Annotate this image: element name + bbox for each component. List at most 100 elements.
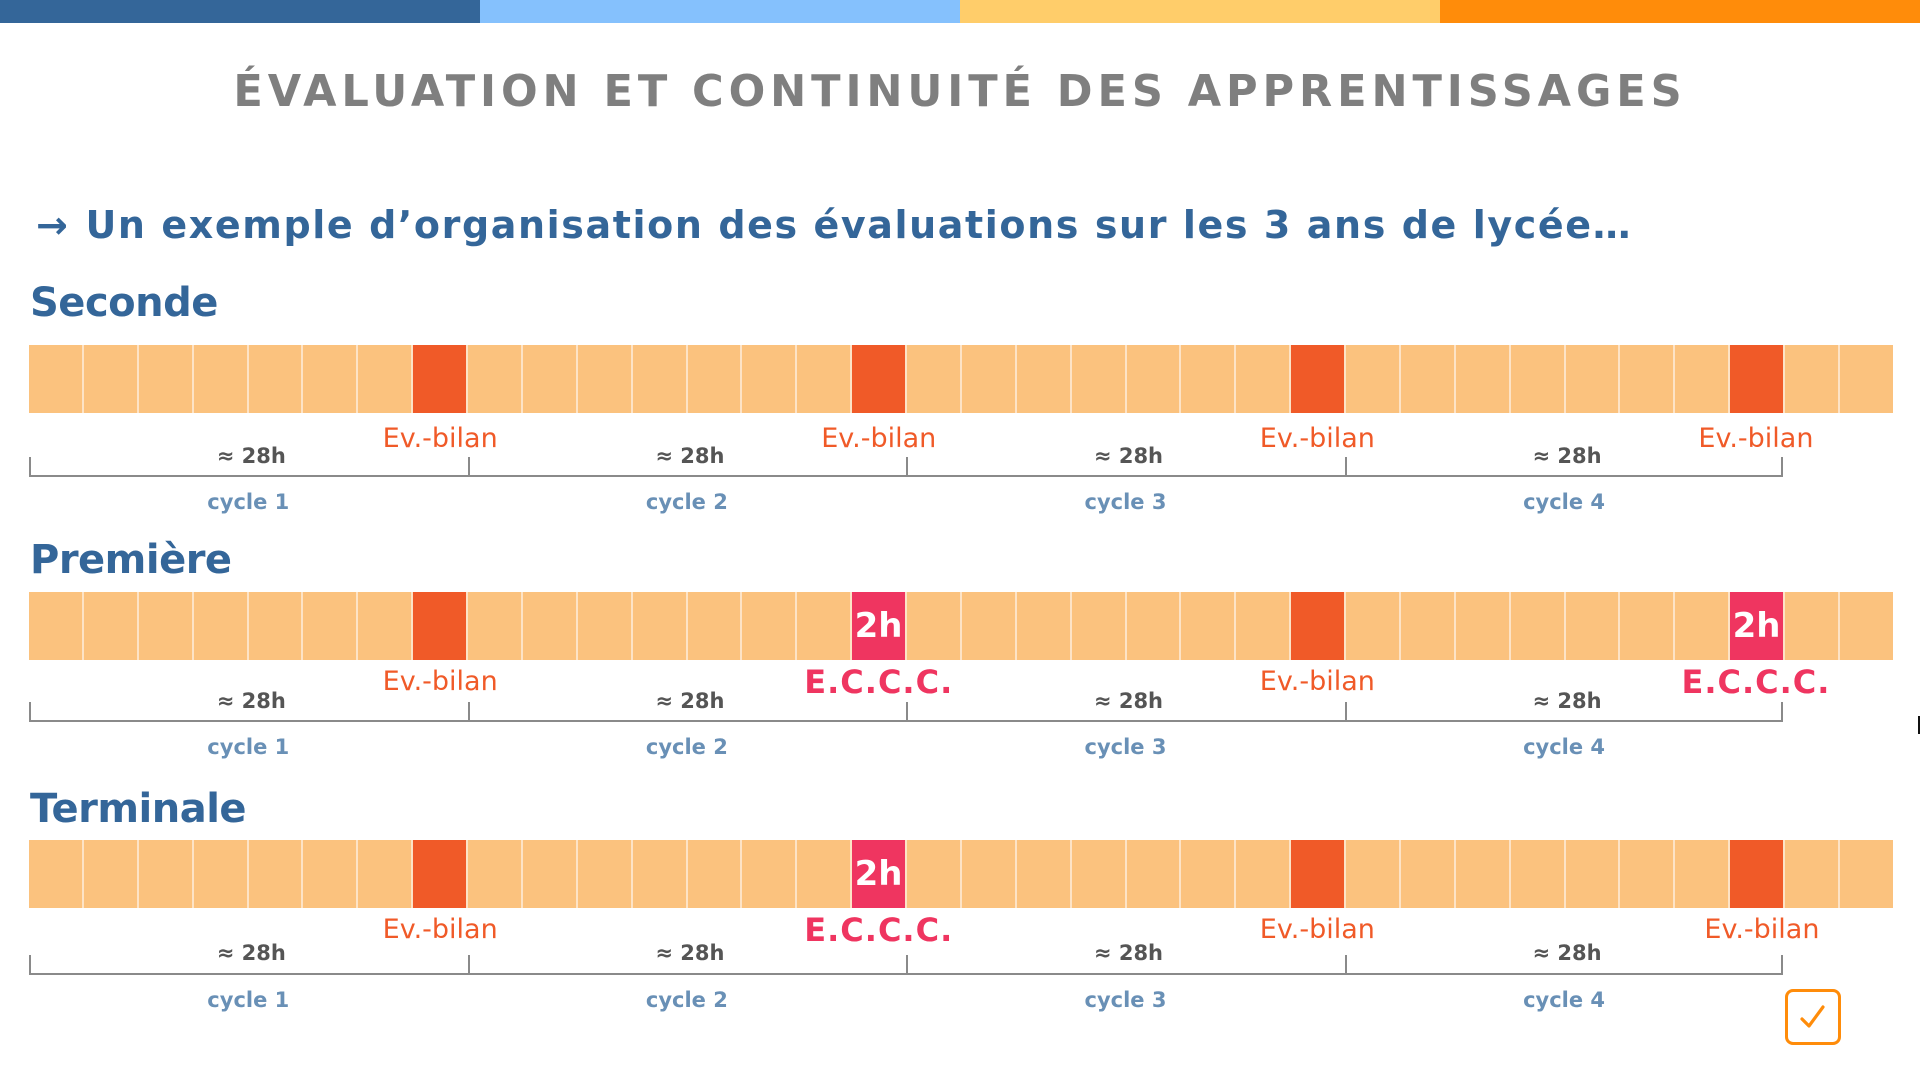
cycle-hours-label: ≈ 28h bbox=[655, 444, 725, 468]
bilan-cell bbox=[413, 345, 468, 413]
timeline-cell bbox=[303, 345, 359, 413]
top-bar-segment-1 bbox=[0, 0, 480, 23]
subtitle: → Un exemple d’organisation des évaluatio… bbox=[36, 203, 1632, 247]
cycle-label: cycle 4 bbox=[1523, 735, 1606, 759]
timeline-cell bbox=[1510, 840, 1566, 908]
bilan-cell bbox=[1730, 345, 1785, 413]
cycle-hours-label: ≈ 28h bbox=[1532, 689, 1602, 713]
timeline-cell bbox=[468, 592, 523, 660]
timeline-cell bbox=[742, 840, 798, 908]
bilan-label: Ev.-bilan bbox=[1259, 666, 1375, 697]
timeline-cell bbox=[138, 592, 194, 660]
bilan-label: Ev.-bilan bbox=[1698, 423, 1814, 454]
bilan-label: Ev.-bilan bbox=[382, 666, 498, 697]
timeline-cell bbox=[1675, 592, 1731, 660]
cycle-label: cycle 4 bbox=[1523, 988, 1606, 1012]
timeline-cell bbox=[468, 840, 523, 908]
timeline-cell bbox=[1071, 345, 1127, 413]
timeline-cell bbox=[83, 345, 139, 413]
timeline-cell bbox=[961, 592, 1017, 660]
timeline-cell bbox=[1071, 840, 1127, 908]
timeline-cell bbox=[138, 840, 194, 908]
bilan-label: Ev.-bilan bbox=[1704, 914, 1820, 945]
bilan-cell bbox=[852, 345, 907, 413]
text-cursor-mark bbox=[1918, 716, 1920, 734]
timeline-cell bbox=[1236, 592, 1292, 660]
timeline-cell bbox=[1346, 840, 1401, 908]
cycle-bracket-tick bbox=[29, 457, 31, 477]
timeline-cell bbox=[1675, 345, 1731, 413]
timeline-cell bbox=[1181, 592, 1237, 660]
eccc-label: E.C.C.C. bbox=[1681, 663, 1831, 701]
timeline-cell bbox=[687, 345, 743, 413]
timeline-cell bbox=[797, 840, 853, 908]
cycle-hours-label: ≈ 28h bbox=[216, 689, 286, 713]
timeline-cell bbox=[358, 840, 414, 908]
timeline-cell bbox=[1565, 840, 1621, 908]
timeline-cell bbox=[1126, 345, 1182, 413]
timeline-cell bbox=[1620, 345, 1676, 413]
timeline-cell bbox=[1839, 592, 1893, 660]
cycle-bracket-tick bbox=[906, 457, 909, 477]
cycle-label: cycle 1 bbox=[207, 490, 290, 514]
top-bar-segment-3 bbox=[960, 0, 1440, 23]
timeline-cell bbox=[1565, 592, 1621, 660]
timeline-cell bbox=[1565, 345, 1621, 413]
arrow-right-icon: → bbox=[36, 203, 70, 247]
timeline-cell bbox=[248, 345, 304, 413]
validate-button[interactable] bbox=[1785, 989, 1841, 1045]
timeline-bar: 2h 2h bbox=[29, 592, 1893, 660]
timeline-cell bbox=[522, 840, 578, 908]
eccc-cell: 2h bbox=[852, 592, 907, 660]
cycle-bracket-tick bbox=[29, 702, 31, 722]
top-bar-segment-4 bbox=[1440, 0, 1920, 23]
timeline-cell bbox=[193, 840, 249, 908]
timeline-cell bbox=[1839, 840, 1893, 908]
timeline-cell bbox=[632, 840, 688, 908]
cycle-hours-label: ≈ 28h bbox=[1093, 941, 1164, 965]
timeline-cell bbox=[961, 840, 1017, 908]
timeline-cell bbox=[1785, 345, 1840, 413]
cycle-hours-label: ≈ 28h bbox=[1532, 444, 1602, 468]
timeline-cell bbox=[83, 840, 139, 908]
timeline-cell bbox=[248, 592, 304, 660]
eccc-label: E.C.C.C. bbox=[804, 911, 954, 949]
timeline-cell bbox=[1400, 840, 1456, 908]
timeline-cell bbox=[797, 592, 853, 660]
timeline-cell bbox=[1400, 345, 1456, 413]
timeline-cell bbox=[1346, 345, 1401, 413]
cycle-bracket-tick bbox=[29, 955, 31, 975]
cycle-hours-label: ≈ 28h bbox=[655, 689, 725, 713]
cycle-bracket-tick bbox=[467, 457, 470, 477]
timeline-cell bbox=[1016, 592, 1072, 660]
subtitle-text: Un exemple d’organisation des évaluation… bbox=[85, 203, 1633, 247]
timeline-cell bbox=[1071, 592, 1127, 660]
timeline-cell bbox=[29, 592, 84, 660]
bilan-cell bbox=[1291, 840, 1346, 908]
timeline-cell bbox=[1400, 592, 1456, 660]
timeline-cell bbox=[522, 345, 578, 413]
timeline-cell bbox=[687, 840, 743, 908]
bilan-label: Ev.-bilan bbox=[1259, 423, 1375, 454]
timeline-cell bbox=[1455, 345, 1511, 413]
timeline-cell bbox=[1455, 592, 1511, 660]
timeline-cell bbox=[1126, 840, 1182, 908]
eccc-cell: 2h bbox=[852, 840, 907, 908]
cycle-hours-label: ≈ 28h bbox=[1093, 444, 1164, 468]
level-title: Terminale bbox=[30, 786, 247, 832]
timeline-cell bbox=[1785, 840, 1840, 908]
cycle-bracket-tick bbox=[467, 702, 470, 722]
eccc-label: E.C.C.C. bbox=[804, 663, 954, 701]
cycle-bracket-tick bbox=[1344, 457, 1347, 477]
timeline-cell bbox=[1785, 592, 1840, 660]
timeline-bar: 2h bbox=[29, 840, 1893, 908]
cycle-label: cycle 2 bbox=[645, 490, 728, 514]
timeline-cell bbox=[1236, 840, 1292, 908]
bilan-cell bbox=[1291, 345, 1346, 413]
timeline-cell bbox=[577, 840, 633, 908]
timeline-cell bbox=[83, 592, 139, 660]
timeline-cell bbox=[1181, 345, 1237, 413]
timeline-cell bbox=[797, 345, 853, 413]
bilan-label: Ev.-bilan bbox=[382, 914, 498, 945]
timeline-cell bbox=[577, 345, 633, 413]
